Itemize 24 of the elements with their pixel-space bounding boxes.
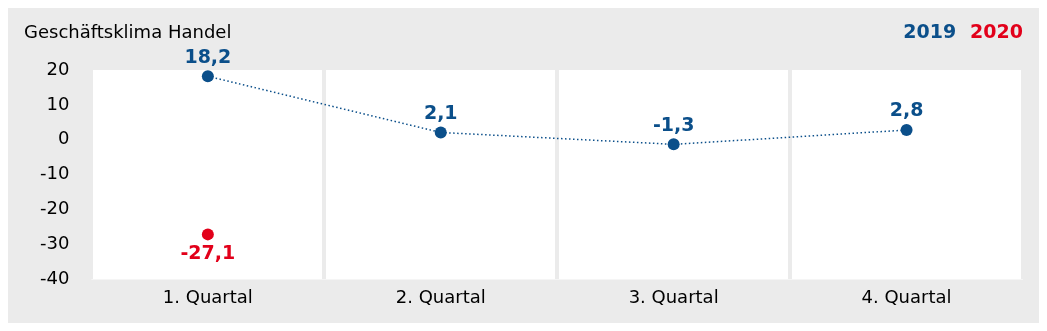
y-tick-label: 0 — [57, 127, 70, 149]
point — [434, 126, 447, 139]
data-label: 18,2 — [184, 44, 232, 67]
data-label: -27,1 — [180, 240, 236, 263]
y-tick-label: 20 — [46, 57, 70, 79]
x-tick-label: 1. Quartal — [162, 285, 253, 307]
point — [667, 138, 680, 151]
text: 2020 — [970, 20, 1024, 43]
y-tick-label: 10 — [46, 92, 70, 114]
y-tick-label: -10 — [39, 162, 70, 184]
point — [201, 70, 214, 83]
point — [201, 228, 214, 241]
data-label: 2,8 — [889, 98, 924, 121]
chart-title: Geschäftsklima Handel — [24, 20, 232, 42]
point — [900, 124, 913, 137]
y-tick-label: -20 — [39, 197, 70, 219]
x-tick-label: 3. Quartal — [628, 285, 719, 307]
data-label: -1,3 — [652, 112, 695, 135]
x-tick-label: 4. Quartal — [861, 285, 952, 307]
y-tick-label: -30 — [39, 232, 70, 254]
data-label: 2,1 — [423, 100, 458, 123]
x-tick-label: 2. Quartal — [395, 285, 486, 307]
y-tick-label: -40 — [39, 267, 70, 289]
text: 2019 — [903, 20, 957, 43]
